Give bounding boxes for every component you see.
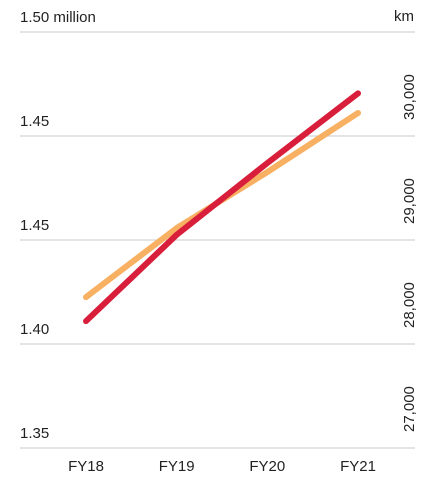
- series-line: [83, 109, 361, 301]
- y-tick-label: 1.45: [20, 217, 49, 234]
- x-tick-label: FY20: [249, 458, 285, 475]
- y-tick-label: 1.50 million: [20, 9, 96, 26]
- y2-tick-label: 28,000: [401, 282, 418, 328]
- x-tick-label: FY19: [159, 458, 195, 475]
- x-tick-label: FY21: [340, 458, 376, 475]
- y2-tick-label: 29,000: [401, 178, 418, 224]
- y-tick-label: 1.40: [20, 321, 49, 338]
- y-tick-label: 1.45: [20, 113, 49, 130]
- y2-axis-label: km: [394, 8, 414, 25]
- y2-tick-label: 30,000: [401, 74, 418, 120]
- y-tick-label: 1.35: [20, 425, 49, 442]
- x-tick-label: FY18: [68, 458, 104, 475]
- series-line: [83, 90, 361, 325]
- y2-tick-label: 27,000: [401, 386, 418, 432]
